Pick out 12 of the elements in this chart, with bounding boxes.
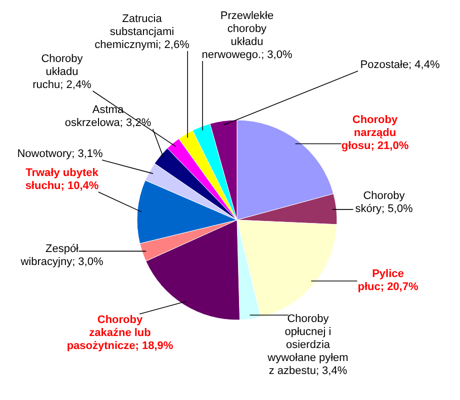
slice-label: Pozostałe; 4,4%: [360, 59, 440, 71]
slice-label: Przewlekłe choroby układu nerwowego.; 3,0%: [202, 10, 292, 61]
slice-label: Choroby zakaźne lub pasożytnicze; 18,9%: [66, 314, 174, 352]
slice-label: Zespół wibracyjny; 3,0%: [20, 243, 104, 268]
slice-label: Trwały ubytek słuchu; 10,4%: [25, 167, 100, 192]
slice-label: Choroby skóry; 5,0%: [355, 190, 413, 215]
slice-label: Nowotwory; 3,1%: [17, 148, 104, 160]
slice-label: Choroby narządu głosu; 21,0%: [341, 114, 409, 152]
slice-label: Zatrucia substancjami chemicznymi; 2,6%: [94, 13, 190, 51]
slice-label: Choroby układu ruchu; 2,4%: [32, 53, 92, 91]
slice-label: Pylice płuc; 20,7%: [358, 268, 418, 293]
slice-label: Choroby opłucnej i osierdzia wywołane pyłem z azbestu; 3,4%: [266, 313, 348, 377]
